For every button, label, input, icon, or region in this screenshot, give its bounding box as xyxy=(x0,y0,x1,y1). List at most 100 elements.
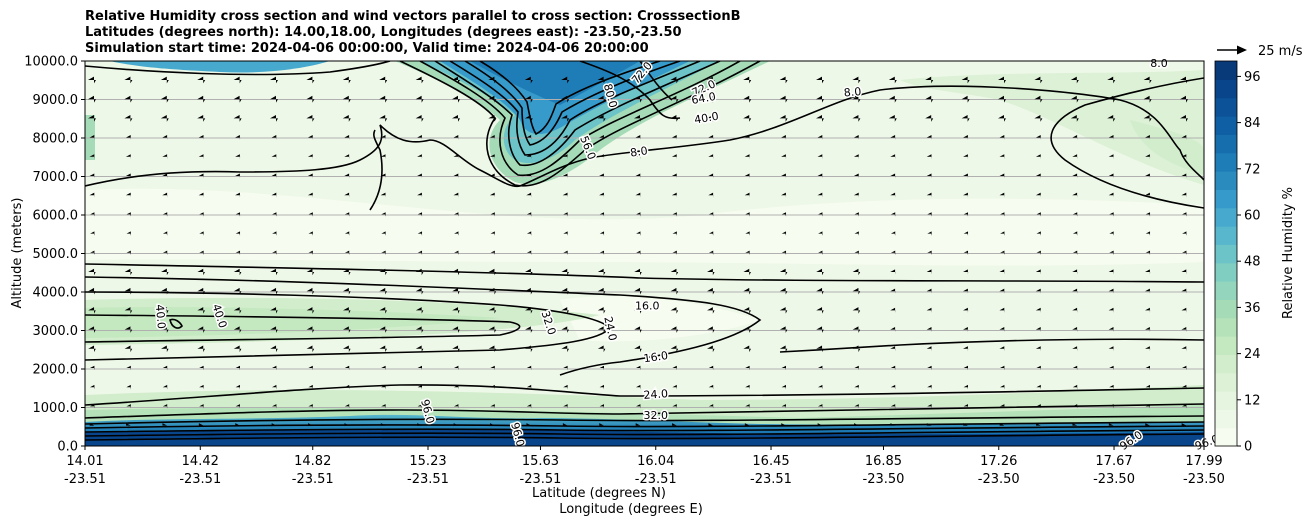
wind-vector-335 xyxy=(707,307,715,314)
colorbar-tick-label-6: 72 xyxy=(1244,162,1261,177)
wind-vector-391 xyxy=(816,287,824,295)
wind-vector-282 xyxy=(599,384,604,390)
wind-vector-466 xyxy=(963,269,969,275)
contour-label-0: 8.0 xyxy=(843,85,862,99)
wind-vector-361 xyxy=(779,76,788,84)
contour-plume-top xyxy=(579,61,681,120)
wind-vector-305 xyxy=(670,95,679,103)
wind-vector-302 xyxy=(636,404,641,409)
wind-vector-553 xyxy=(1143,115,1152,122)
wind-vector-411 xyxy=(852,307,861,314)
wind-vector-469 xyxy=(963,327,969,333)
wind-vector-214 xyxy=(489,173,495,179)
wind-vector-265 xyxy=(562,423,568,429)
wind-vector-525 xyxy=(1072,307,1078,313)
wind-vector-575 xyxy=(1181,173,1187,179)
wind-vector-446 xyxy=(927,250,932,256)
x-tick-label-lat-2: 14.82 xyxy=(294,454,331,469)
colorbar-segment-8 xyxy=(1215,281,1237,300)
wind-vector-510 xyxy=(1036,384,1041,390)
wind-vector-389 xyxy=(818,250,823,256)
wind-vector-399 xyxy=(852,76,861,84)
wind-vector-370 xyxy=(781,250,787,256)
contour-40-a xyxy=(169,318,183,329)
wind-vector-349 xyxy=(745,212,750,217)
wind-vector-275 xyxy=(599,250,605,256)
x-axis-label-latitude: Latitude (degrees N) xyxy=(532,486,666,501)
wind-vector-277 xyxy=(597,287,606,295)
wind-vector-438 xyxy=(925,95,934,103)
wind-vector-110 xyxy=(272,365,277,371)
x-tick-label-lon-1: -23.51 xyxy=(179,472,221,487)
wind-vector-230 xyxy=(524,115,533,122)
wind-vector-397 xyxy=(818,404,823,409)
wind-vector-532 xyxy=(1107,76,1116,84)
wind-vector-506 xyxy=(1035,307,1041,313)
wind-vector-385 xyxy=(817,173,823,179)
wind-vector-345 xyxy=(744,135,750,141)
wind-vector-424 xyxy=(890,192,896,198)
wind-vector-364 xyxy=(781,135,787,141)
wind-vector-49 xyxy=(161,287,169,295)
wind-vector-419 xyxy=(888,95,897,103)
contour-plume-1 xyxy=(399,61,761,187)
wind-vector-238 xyxy=(525,268,533,276)
wind-vector-113 xyxy=(271,423,277,429)
wind-vector-394 xyxy=(816,345,824,353)
wind-vector-169 xyxy=(381,404,386,409)
wind-vector-453 xyxy=(927,384,932,390)
wind-vector-184 xyxy=(415,326,424,333)
wind-vector-410 xyxy=(852,287,861,295)
wind-vector-534 xyxy=(1107,115,1116,122)
wind-vector-25 xyxy=(125,192,131,198)
wind-vector-143 xyxy=(343,268,351,276)
wind-vector-237 xyxy=(526,250,532,256)
wind-vector-581 xyxy=(1181,288,1187,294)
wind-vector-565 xyxy=(1145,346,1151,352)
y-axis: 0.0 1000.0 2000.0 3000.0 4000.0 5000.0 6000.0 7… xyxy=(24,55,85,455)
wind-vector-332 xyxy=(708,250,714,256)
wind-vector-296 xyxy=(634,287,642,295)
wind-vector-376 xyxy=(781,365,786,371)
wind-vector-253 xyxy=(562,192,568,198)
colorbar-segment-18 xyxy=(1215,97,1237,117)
wind-vector-330 xyxy=(708,212,714,217)
wind-vector-431 xyxy=(890,327,896,333)
colorbar-tick-label-7: 84 xyxy=(1244,116,1261,131)
wind-vector-526 xyxy=(1072,327,1078,333)
wind-vector-191 xyxy=(452,95,460,103)
wind-vector-479 xyxy=(999,154,1005,160)
wind-vector-181 xyxy=(415,268,424,276)
wind-vector-176 xyxy=(417,173,423,179)
wind-vector-200 xyxy=(452,268,460,276)
wind-vector-13 xyxy=(88,326,96,333)
wind-vector-246 xyxy=(526,423,532,429)
wind-vector-187 xyxy=(417,384,422,390)
wind-vector-408 xyxy=(854,250,859,256)
wind-vector-76 xyxy=(233,76,242,84)
wind-vector-308 xyxy=(671,154,677,160)
wind-vector-199 xyxy=(454,250,459,256)
colorbar-segment-7 xyxy=(1215,299,1237,319)
wind-vector-423 xyxy=(890,173,896,179)
wind-vector-271 xyxy=(599,173,605,179)
colorbar-segment-6 xyxy=(1215,317,1237,337)
wind-vector-139 xyxy=(344,192,350,198)
x-tick-label-lon-3: -23.51 xyxy=(407,472,449,487)
wind-vector-77 xyxy=(233,95,242,103)
wind-vector-493 xyxy=(999,423,1005,429)
wind-vector-413 xyxy=(852,345,861,353)
contour-16-right xyxy=(779,338,1204,353)
wind-vector-242 xyxy=(525,345,533,353)
contour-24-lower xyxy=(85,384,1204,406)
colorbar-segment-11 xyxy=(1215,226,1237,245)
contour-label-14: 40.0 xyxy=(693,110,719,127)
wind-vector-552 xyxy=(1143,95,1152,103)
x-axis: 14.01 -23.51 14.42 -23.51 14.82 -23.51 15.23 -2… xyxy=(64,446,1225,487)
wind-vector-34 xyxy=(126,365,131,371)
wind-vector-372 xyxy=(779,287,788,295)
wind-vector-235 xyxy=(526,212,532,217)
wind-vector-484 xyxy=(1000,250,1005,256)
wind-vector-278 xyxy=(597,307,606,314)
